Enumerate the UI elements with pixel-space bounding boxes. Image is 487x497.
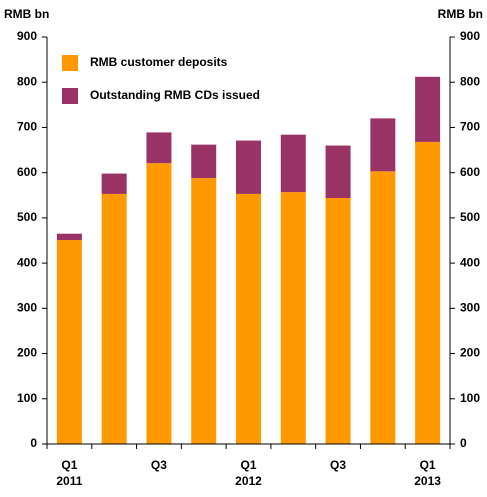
x-tick-label: Q1 2011: [56, 458, 82, 488]
x-tick-label: Q3: [330, 458, 346, 472]
bar-segment: [325, 197, 351, 444]
y2-tick-label: 700: [460, 120, 480, 134]
bar-segment: [370, 118, 396, 172]
bar-segment: [191, 178, 217, 445]
bar-segment: [236, 140, 261, 194]
bar-segment: [415, 76, 441, 142]
y-axis-title: RMB bn: [4, 7, 49, 21]
y-tick-label: 900: [17, 29, 37, 43]
y2-tick-label: 800: [460, 74, 480, 88]
y-tick-label: 500: [17, 210, 37, 224]
bar-segment: [146, 163, 172, 445]
y-tick-label: 0: [30, 436, 37, 450]
y2-tick-label: 100: [460, 391, 480, 405]
bar-segment: [280, 192, 306, 444]
y-tick-label: 300: [17, 301, 37, 315]
y-tick-label: 100: [17, 391, 37, 405]
legend-swatch: [62, 55, 78, 71]
legend-label: RMB customer deposits: [90, 55, 228, 69]
bar-segment: [236, 193, 261, 444]
bar-segment: [56, 233, 82, 241]
x-tick-label: Q1 2013: [414, 458, 441, 488]
legend-label: Outstanding RMB CDs issued: [90, 88, 260, 102]
x-tick-label: Q1 2012: [235, 458, 262, 488]
y2-tick-label: 400: [460, 255, 480, 269]
y-tick-label: 200: [17, 346, 37, 360]
y2-tick-label: 200: [460, 346, 480, 360]
bar-segment: [370, 171, 396, 444]
bar-segment: [101, 173, 127, 194]
bar-segment: [325, 145, 351, 198]
y2-tick-label: 0: [460, 436, 467, 450]
y-tick-label: 600: [17, 165, 37, 179]
legend-swatch: [62, 88, 78, 104]
bar-segment: [56, 240, 82, 444]
bar-segment: [191, 144, 217, 179]
y2-tick-label: 300: [460, 301, 480, 315]
bar-segment: [280, 134, 306, 193]
y-tick-label: 700: [17, 120, 37, 134]
bar-segment: [415, 141, 441, 444]
y-tick-label: 400: [17, 255, 37, 269]
y-tick-label: 800: [17, 74, 37, 88]
bar-segment: [146, 132, 172, 164]
x-tick-label: Q3: [151, 458, 167, 472]
y2-tick-label: 900: [460, 29, 480, 43]
bar-segment: [101, 193, 127, 444]
y2-tick-label: 600: [460, 165, 480, 179]
y2-axis-title: RMB bn: [438, 7, 483, 21]
y2-tick-label: 500: [460, 210, 480, 224]
